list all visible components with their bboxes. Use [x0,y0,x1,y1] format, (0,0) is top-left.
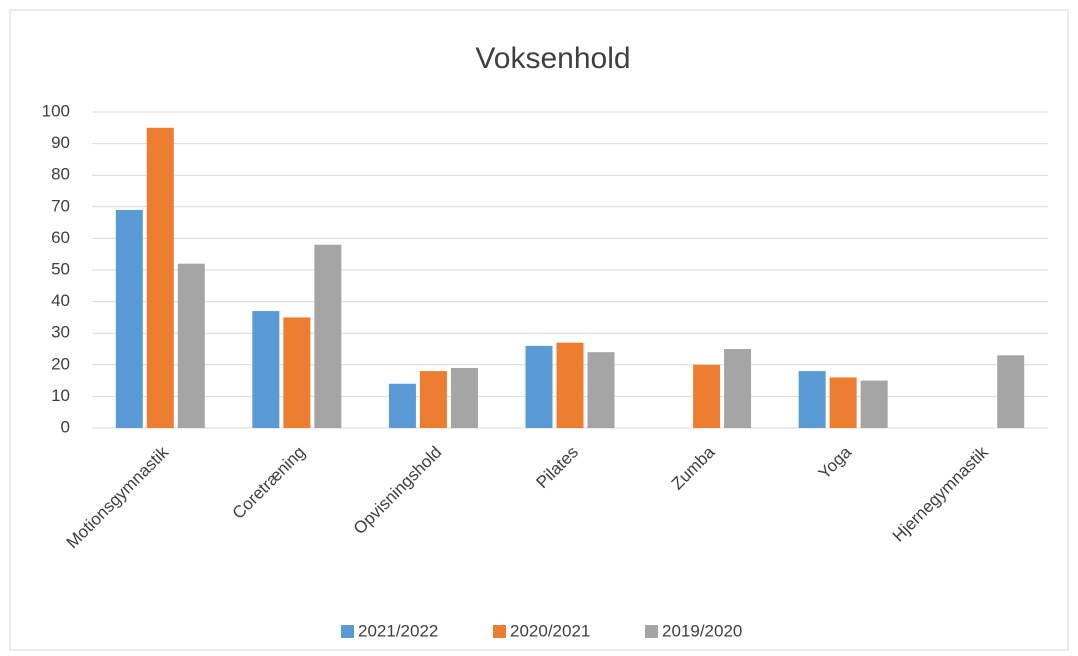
bar [419,371,447,428]
legend-label: 2020/2021 [510,621,590,640]
y-tick-label: 60 [51,228,70,247]
bar [283,317,311,428]
legend-swatch [341,625,354,638]
bar [314,244,342,428]
y-tick-label: 0 [61,417,70,436]
bar [146,127,174,429]
bar [252,311,280,428]
bar [829,377,857,428]
y-tick-label: 80 [51,165,70,184]
legend-swatch [645,625,658,638]
bar [525,345,553,428]
y-tick-label: 50 [51,259,70,278]
bar [860,380,888,428]
bar [556,342,584,428]
y-tick-label: 70 [51,196,70,215]
y-tick-label: 30 [51,323,70,342]
y-tick-label: 90 [51,133,70,152]
legend-swatch [493,625,506,638]
legend-label: 2021/2022 [358,621,438,640]
bar [997,355,1025,428]
y-tick-label: 40 [51,291,70,310]
legend-label: 2019/2020 [662,621,742,640]
bar [693,364,721,428]
y-tick-label: 10 [51,386,70,405]
bar [115,209,143,428]
bar [798,371,826,428]
bar [450,367,478,428]
bar [388,383,416,428]
chart-title: Voksenhold [475,42,630,75]
bar [177,263,205,428]
bar [587,352,615,428]
y-tick-label: 100 [42,101,70,120]
y-tick-label: 20 [51,354,70,373]
bar [724,349,752,428]
